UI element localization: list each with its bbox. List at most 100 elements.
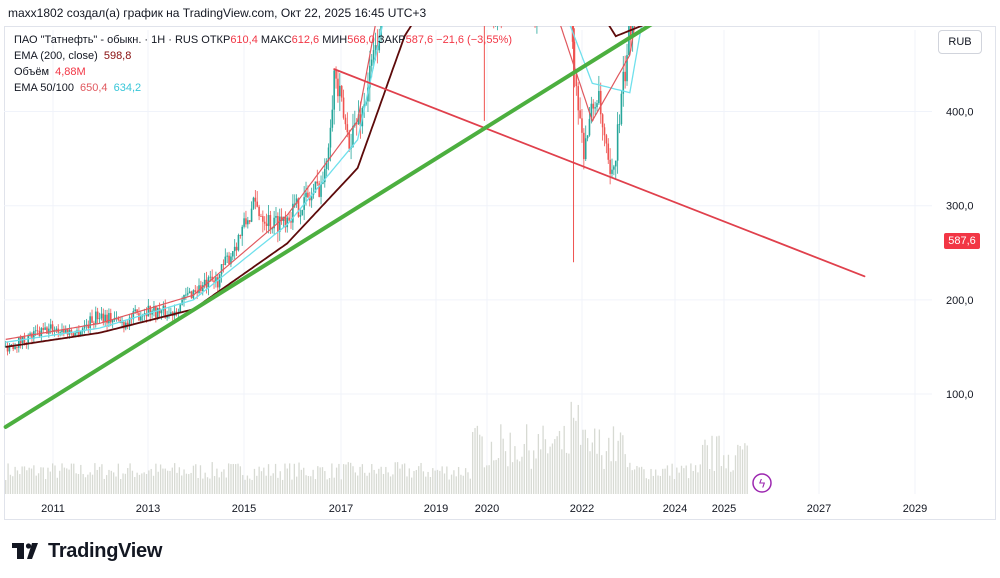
volume-bar xyxy=(317,466,319,494)
volume-bar xyxy=(420,462,422,494)
volume-bar xyxy=(279,471,281,494)
legend-ema200-row[interactable]: EMA (200, close) 598,8 xyxy=(14,48,512,64)
volume-bar xyxy=(633,469,636,494)
candle-body xyxy=(622,71,625,94)
candle-body xyxy=(318,183,320,197)
volume-bar xyxy=(683,468,685,494)
candle-body xyxy=(297,198,300,217)
volume-bar xyxy=(568,453,570,494)
candle-body xyxy=(579,110,581,119)
candle-body xyxy=(609,159,611,174)
time-tick-label: 2011 xyxy=(41,503,65,515)
volume-bars xyxy=(5,401,748,494)
candle-body xyxy=(156,308,159,319)
volume-bar xyxy=(350,462,352,494)
volume-bar xyxy=(741,449,744,494)
volume-bar xyxy=(535,458,537,494)
candle-body xyxy=(333,70,335,110)
volume-bar xyxy=(479,434,481,494)
candle-body xyxy=(295,198,298,204)
price-axis[interactable]: 100,0200,0300,0400,0500,0600,0700,0800,0… xyxy=(946,26,974,402)
volume-bar xyxy=(82,474,84,494)
legend-ema50-100-row[interactable]: EMA 50/100 650,4 634,2 xyxy=(14,80,512,96)
candle-body xyxy=(269,215,272,230)
volume-bar xyxy=(406,476,408,494)
volume-bar xyxy=(44,479,47,494)
volume-bar xyxy=(324,471,326,494)
volume-bar xyxy=(314,479,317,494)
chart-frame xyxy=(4,26,996,520)
volume-bar xyxy=(652,475,655,494)
candle-body xyxy=(273,217,275,229)
volume-bar xyxy=(626,467,629,494)
candle-body xyxy=(258,206,260,217)
volume-bar xyxy=(225,477,227,494)
candle-body xyxy=(299,215,302,217)
legend-volume-row[interactable]: Объём 4,88M xyxy=(14,64,512,80)
volume-bar xyxy=(511,462,514,494)
volume-bar xyxy=(244,479,246,494)
volume-bar xyxy=(148,470,150,494)
time-axis[interactable]: 2011 2013 2015 2017 2019 2020 2022 2024 2025 2027… xyxy=(41,503,927,515)
volume-bar xyxy=(354,472,356,494)
candle-body xyxy=(153,306,155,311)
volume-bar xyxy=(699,464,701,494)
volume-bar xyxy=(267,464,270,494)
volume-bar xyxy=(692,470,694,494)
candle-body xyxy=(348,132,350,149)
candle-body xyxy=(370,59,373,66)
volume-bar xyxy=(342,464,345,494)
volume-bar xyxy=(385,466,387,494)
price-tick-label: 400,0 xyxy=(946,107,974,119)
symbol-line[interactable]: ПАО "Татнефть" - обыкн. · 1Н · RUS xyxy=(14,34,199,46)
currency-button[interactable]: RUB xyxy=(938,30,982,54)
volume-bar xyxy=(472,431,474,494)
volume-bar xyxy=(145,474,148,494)
tradingview-brand[interactable]: TradingView xyxy=(12,540,162,562)
volume-bar xyxy=(624,454,626,494)
volume-bar xyxy=(105,475,108,494)
volume-bar xyxy=(610,461,612,494)
candle-body xyxy=(363,104,366,108)
volume-bar xyxy=(120,479,122,494)
candle-body xyxy=(81,328,84,332)
price-tick-label: 200,0 xyxy=(946,295,974,307)
volume-bar xyxy=(199,465,202,494)
volume-bar xyxy=(37,473,40,494)
price-chart[interactable]: 100,0200,0300,0400,0500,0600,0700,0800,0… xyxy=(0,26,1000,520)
candle-body xyxy=(170,312,172,315)
volume-bar xyxy=(61,463,63,494)
candle-body xyxy=(372,50,375,60)
candle-body xyxy=(573,41,576,75)
volume-bar xyxy=(117,463,120,494)
volume-bar xyxy=(502,438,504,494)
volume-bar xyxy=(181,475,183,494)
volume-bar xyxy=(640,466,643,494)
trendline-support-green[interactable] xyxy=(3,26,874,429)
volume-bar xyxy=(589,451,591,494)
candle-body xyxy=(72,333,75,337)
candle-body xyxy=(320,183,322,197)
lightning-icon-circle[interactable] xyxy=(752,473,772,493)
candle-body xyxy=(27,334,29,345)
volume-bar xyxy=(429,477,432,494)
volume-bar xyxy=(521,456,523,494)
candle-body xyxy=(233,246,236,252)
candle-body xyxy=(78,330,80,336)
volume-bar xyxy=(493,460,495,494)
candle-body xyxy=(128,317,131,327)
alert-marker[interactable]: ϟ xyxy=(752,473,772,493)
volume-bar xyxy=(579,444,582,494)
candle-body xyxy=(305,192,307,198)
trendline-channel-red-1[interactable] xyxy=(333,68,866,278)
volume-bar xyxy=(518,461,521,494)
candle-body xyxy=(262,216,264,222)
candle-body xyxy=(230,256,232,265)
volume-bar xyxy=(415,469,418,494)
volume-bar xyxy=(371,464,373,494)
volume-bar xyxy=(73,463,75,494)
volume-bar xyxy=(293,463,295,494)
volume-bar xyxy=(239,466,242,494)
volume-bar xyxy=(509,432,511,494)
volume-bar xyxy=(399,468,401,494)
